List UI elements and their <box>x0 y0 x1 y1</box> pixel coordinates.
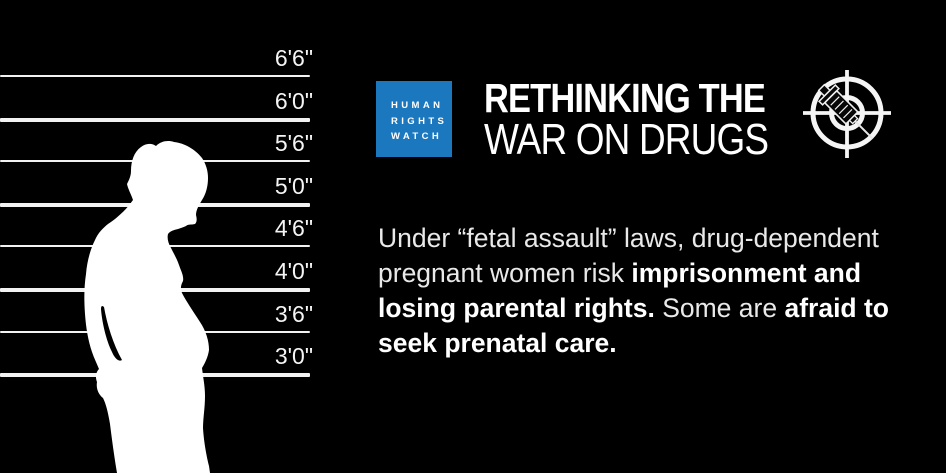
height-label: 4'6" <box>274 215 313 241</box>
logo-line: HUMAN <box>391 100 444 111</box>
height-line <box>0 118 310 122</box>
hrw-logo: HUMAN RIGHTS WATCH <box>376 81 452 157</box>
logo-line: RIGHTS <box>391 115 448 127</box>
body-text-line: losing parental rights. Some are afraid … <box>378 291 918 326</box>
height-line <box>0 75 310 77</box>
regular-text: pregnant women risk <box>378 258 632 288</box>
body-text: Under “fetal assault” laws, drug-depende… <box>378 221 918 361</box>
syringe-icon <box>817 83 874 140</box>
logo-line: WATCH <box>391 131 443 142</box>
emphasis-text: losing parental rights. <box>378 293 655 323</box>
title-line-1: RETHINKING THE <box>484 75 766 121</box>
pregnant-woman-silhouette-icon <box>84 141 210 473</box>
height-label: 6'6" <box>274 45 313 71</box>
height-label: 5'0" <box>274 173 313 199</box>
height-label: 5'6" <box>274 130 313 156</box>
regular-text: Some are <box>654 293 785 323</box>
height-label: 3'0" <box>274 343 313 369</box>
page-title: RETHINKING THE WAR ON DRUGS <box>484 75 822 164</box>
body-text-line: seek prenatal care. <box>378 326 918 361</box>
height-label: 6'0" <box>274 88 313 114</box>
crosshair-syringe-icon <box>803 70 891 158</box>
emphasis-text: imprisonment and <box>631 258 862 288</box>
title-line-2: WAR ON DRUGS <box>484 115 769 164</box>
body-text-line: Under “fetal assault” laws, drug-depende… <box>378 221 918 256</box>
emphasis-text: afraid to <box>784 293 889 323</box>
height-label: 4'0" <box>274 258 313 284</box>
body-text-line: pregnant women risk imprisonment and <box>378 256 918 291</box>
emphasis-text: seek prenatal care. <box>378 328 617 358</box>
height-label: 3'6" <box>274 301 313 327</box>
regular-text: Under “fetal assault” laws, drug-depende… <box>378 223 879 253</box>
